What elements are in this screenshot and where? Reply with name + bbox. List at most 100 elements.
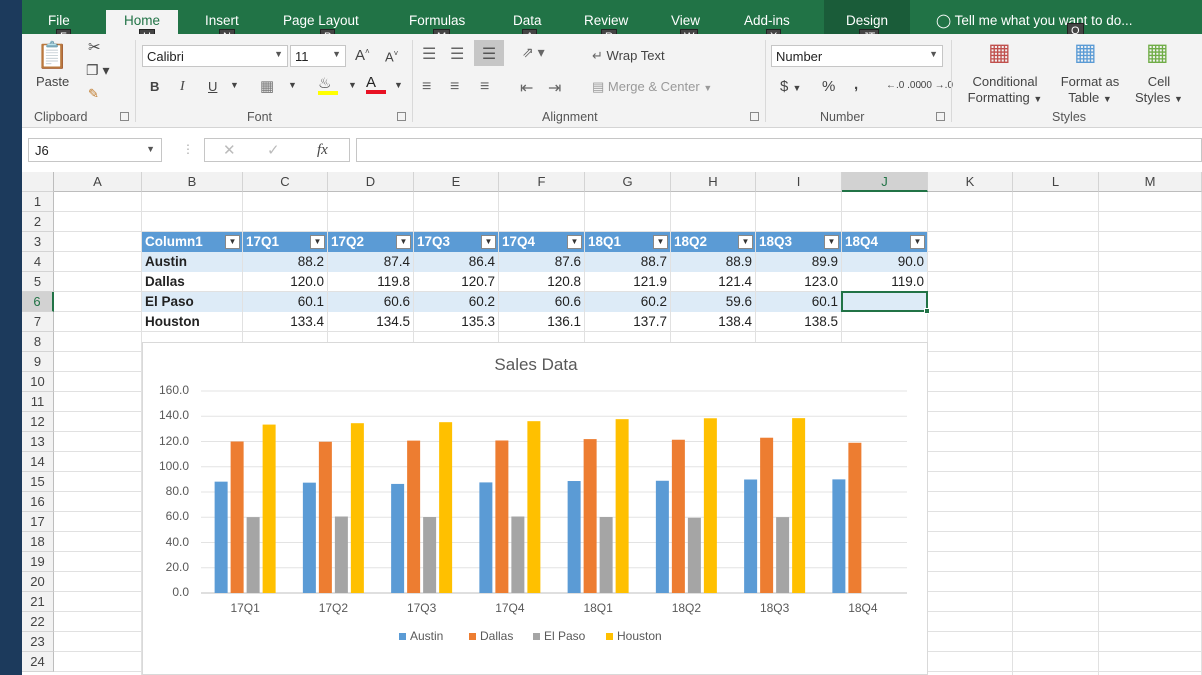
legend-item[interactable]: El Paso (533, 629, 585, 643)
drag-handle-icon[interactable]: ⋮ (182, 142, 194, 156)
bar-austin-18q4[interactable] (832, 479, 846, 593)
filter-dropdown-icon[interactable]: ▼ (738, 235, 753, 249)
row-header-2[interactable]: 2 (22, 212, 54, 232)
alignment-launcher-icon[interactable] (750, 112, 759, 121)
decrease-indent-icon[interactable]: ⇤ (520, 80, 534, 97)
row-header-7[interactable]: 7 (22, 312, 54, 332)
table-cell[interactable]: 60.1 (756, 292, 841, 312)
table-cell[interactable]: 87.6 (499, 252, 584, 272)
column-header-i[interactable]: I (756, 172, 842, 192)
table-header-cell[interactable]: 17Q2 ▼ (328, 232, 413, 252)
row-header-22[interactable]: 22 (22, 612, 54, 632)
table-cell[interactable]: 121.4 (718, 274, 752, 289)
bar-austin-18q1[interactable] (567, 481, 581, 593)
tab-design[interactable]: Design (824, 0, 911, 34)
table-cell[interactable]: 138.5 (804, 314, 838, 329)
bar-houston-17q1[interactable] (262, 424, 276, 593)
paste-icon[interactable]: 📋 (36, 40, 69, 70)
column-header-m[interactable]: M (1099, 172, 1202, 192)
cancel-icon[interactable]: ✕ (223, 142, 236, 159)
sales-chart[interactable]: Sales Data 0.0 20.0 40.0 60.0 80.0 100.0 120.0… (142, 342, 928, 675)
column-header-f[interactable]: F (499, 172, 585, 192)
tab-insert[interactable]: Insert (205, 13, 239, 28)
legend-item[interactable]: Houston (606, 629, 662, 643)
percent-button[interactable]: % (822, 78, 836, 95)
column-header-e[interactable]: E (414, 172, 499, 192)
table-cell[interactable]: 120.0 (290, 274, 324, 289)
format-as-table-icon[interactable]: ▦ (1074, 39, 1097, 66)
chevron-down-icon[interactable]: ▼ (394, 80, 403, 90)
chevron-down-icon[interactable]: ▼ (348, 80, 357, 90)
table-cell[interactable]: 60.1 (243, 292, 327, 312)
font-launcher-icon[interactable] (397, 112, 406, 121)
table-header-cell[interactable]: 17Q4 ▼ (499, 232, 584, 252)
insert-function-button[interactable]: fx (317, 142, 328, 158)
bar-el-paso-17q3[interactable] (423, 516, 437, 593)
table-cell[interactable]: 59.6 (671, 292, 755, 312)
number-launcher-icon[interactable] (936, 112, 945, 121)
italic-button[interactable]: I (180, 79, 185, 94)
bar-dallas-17q2[interactable] (318, 441, 332, 593)
table-cell[interactable]: 88.9 (671, 252, 755, 272)
table-cell[interactable]: 60.6 (499, 292, 584, 312)
font-name-combo[interactable]: Calibri ▼ (142, 45, 288, 67)
bar-houston-17q2[interactable] (350, 423, 364, 593)
cut-icon[interactable]: ✂ (88, 39, 101, 56)
table-header-cell[interactable]: 18Q1 ▼ (585, 232, 670, 252)
table-cell[interactable]: 136.1 (547, 314, 581, 329)
active-cell-selection[interactable] (841, 291, 928, 312)
align-bottom-icon[interactable]: ☰ (474, 40, 504, 66)
column-header-h[interactable]: H (671, 172, 756, 192)
comma-button[interactable]: , (854, 76, 859, 93)
grow-font-button[interactable]: A˄ (355, 47, 370, 64)
table-cell[interactable]: 87.4 (328, 252, 413, 272)
cell-styles-icon[interactable]: ▦ (1146, 39, 1169, 66)
conditional-formatting-icon[interactable]: ▦ (988, 39, 1011, 66)
copy-icon[interactable]: ❐ ▾ (86, 62, 110, 78)
format-painter-icon[interactable]: ✎ (88, 86, 99, 101)
row-header-24[interactable]: 24 (22, 652, 54, 672)
tab-review[interactable]: Review (584, 13, 629, 28)
table-cell[interactable]: 86.4 (414, 252, 498, 272)
bar-el-paso-18q1[interactable] (599, 516, 613, 593)
bar-dallas-17q4[interactable] (495, 440, 509, 593)
orientation-icon[interactable]: ⇗ ▾ (522, 44, 545, 60)
align-center-icon[interactable]: ≡ (450, 78, 460, 95)
bar-austin-17q3[interactable] (391, 483, 405, 593)
borders-icon[interactable]: ▦ (260, 78, 275, 95)
bar-dallas-18q2[interactable] (671, 439, 685, 593)
row-header-5[interactable]: 5 (22, 272, 54, 292)
bar-houston-18q3[interactable] (792, 418, 806, 593)
filter-dropdown-icon[interactable]: ▼ (481, 235, 496, 249)
row-header-12[interactable]: 12 (22, 412, 54, 432)
table-cell[interactable]: 138.4 (718, 314, 752, 329)
table-cell[interactable]: 135.3 (461, 314, 495, 329)
tab-file[interactable]: File (48, 13, 70, 28)
bar-dallas-17q1[interactable] (230, 441, 244, 594)
bold-button[interactable]: B (150, 79, 160, 94)
row-header-13[interactable]: 13 (22, 432, 54, 452)
table-cell[interactable]: 88.7 (585, 252, 670, 272)
row-header-6[interactable]: 6 (22, 292, 54, 312)
tell-me-search[interactable]: ◯ Tell me what you want to do... (936, 13, 1132, 29)
fill-handle[interactable] (924, 308, 930, 314)
row-header-17[interactable]: 17 (22, 512, 54, 532)
table-cell[interactable]: 119.8 (377, 274, 410, 289)
column-header-g[interactable]: G (585, 172, 671, 192)
row-header-15[interactable]: 15 (22, 472, 54, 492)
filter-dropdown-icon[interactable]: ▼ (396, 235, 411, 249)
filter-dropdown-icon[interactable]: ▼ (653, 235, 668, 249)
paste-button[interactable]: Paste (36, 74, 70, 89)
tab-view[interactable]: View (671, 13, 701, 28)
table-header-cell[interactable]: 17Q3 ▼ (414, 232, 498, 252)
table-cell[interactable]: 119.0 (891, 274, 924, 289)
table-cell[interactable]: 60.6 (328, 292, 413, 312)
formula-input[interactable] (356, 138, 1202, 162)
table-header-cell[interactable]: 17Q1 ▼ (243, 232, 327, 252)
table-cell[interactable]: 88.2 (243, 252, 327, 272)
filter-dropdown-icon[interactable]: ▼ (310, 235, 325, 249)
merge-center-button[interactable]: ▤ Merge & Center ▼ (592, 79, 712, 95)
cell-styles-button[interactable]: Cell Styles ▼ (1130, 74, 1188, 107)
row-header-21[interactable]: 21 (22, 592, 54, 612)
